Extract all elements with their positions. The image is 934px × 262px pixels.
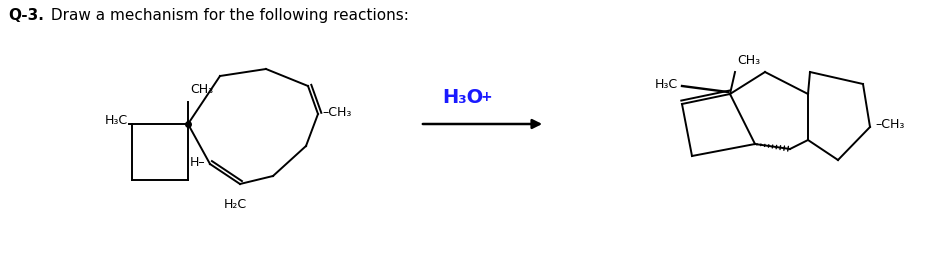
Text: CH₃: CH₃ [190,83,213,96]
Text: H₃O: H₃O [443,88,484,107]
Text: Draw a mechanism for the following reactions:: Draw a mechanism for the following react… [46,8,409,23]
Text: H–: H– [190,156,205,168]
Text: CH₃: CH₃ [737,54,760,67]
Text: H₃C: H₃C [105,114,128,128]
Text: H₃C: H₃C [655,78,678,90]
Text: –CH₃: –CH₃ [875,118,904,132]
Text: +: + [480,90,491,104]
Text: H₂C: H₂C [223,198,247,211]
Text: Q-3.: Q-3. [8,8,44,23]
Text: –CH₃: –CH₃ [322,106,351,118]
